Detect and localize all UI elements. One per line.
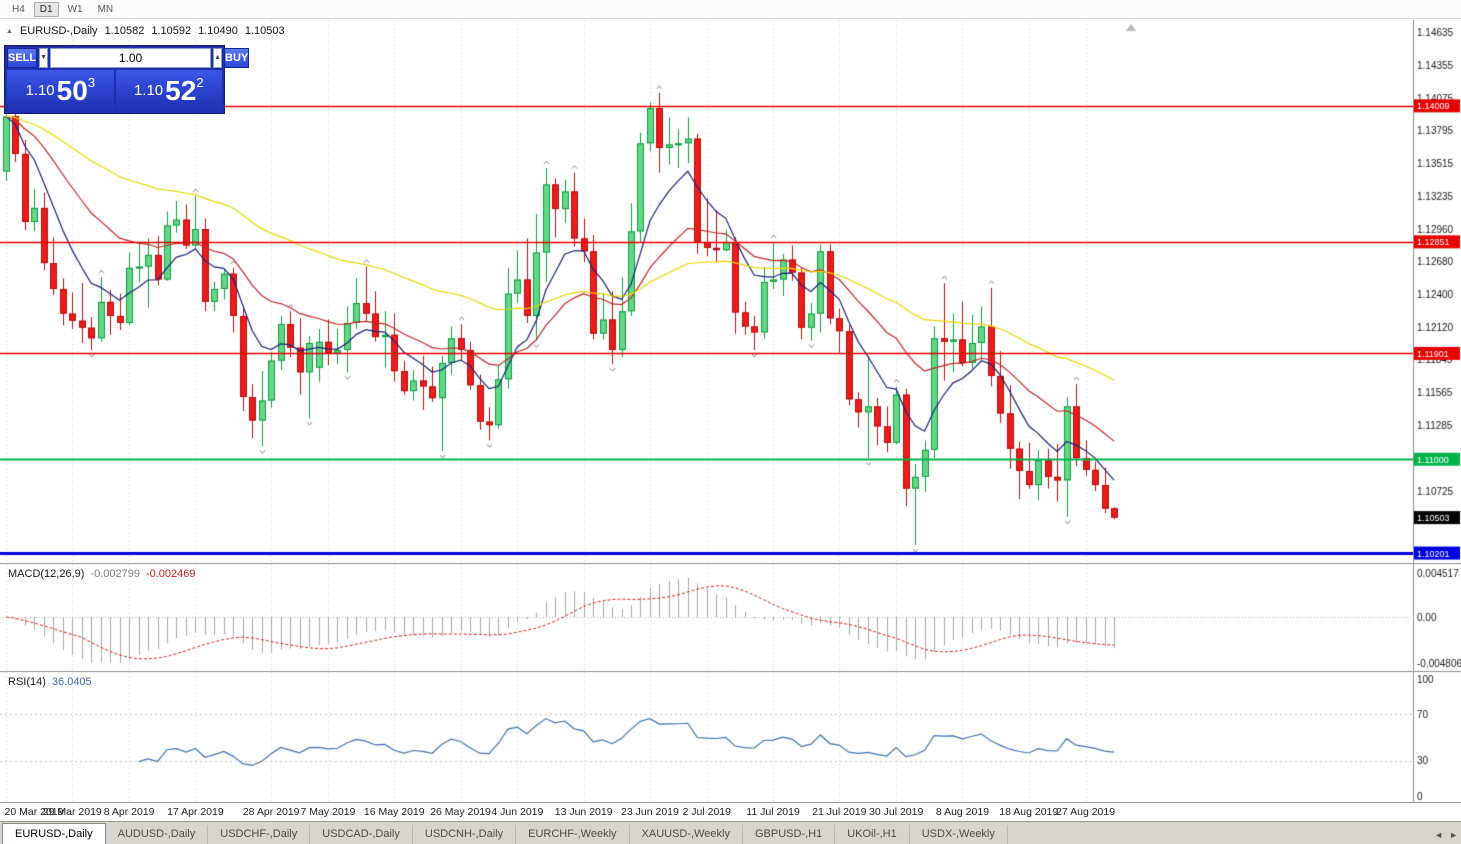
date-label: 23 Jun 2019 <box>621 806 679 818</box>
tab-scroll-left-icon[interactable]: ◄ <box>1434 830 1444 840</box>
date-label: 4 Jun 2019 <box>491 806 544 818</box>
date-label: 29 Mar 2019 <box>42 806 102 818</box>
ohlc-close: 1.10503 <box>244 25 285 37</box>
macd-value-main: -0.002799 <box>90 568 140 580</box>
date-label: 20 Mar 2019 <box>4 806 64 818</box>
timeframe-button-d1[interactable]: D1 <box>33 1 59 17</box>
tab-gbpusd-h1[interactable]: GBPUSD-,H1 <box>743 825 836 844</box>
buy-price-display: 1.10 52 2 <box>115 70 222 111</box>
date-label: 17 Apr 2019 <box>167 806 224 818</box>
date-label: 27 Aug 2019 <box>1056 806 1116 818</box>
sell-price-display: 1.10 50 3 <box>7 70 114 111</box>
date-label: 8 Apr 2019 <box>103 806 155 818</box>
rsi-label: RSI(14) <box>8 676 46 688</box>
ohlc-open: 1.10582 <box>104 25 145 37</box>
tab-usdcad-daily[interactable]: USDCAD-,Daily <box>310 825 413 844</box>
sell-price-sub: 3 <box>87 75 96 90</box>
timeframe-button-mn[interactable]: MN <box>97 3 114 15</box>
date-label: 30 Jul 2019 <box>869 806 924 818</box>
tab-usdx-weekly[interactable]: USDX-,Weekly <box>910 825 1008 844</box>
ohlc-high: 1.10592 <box>151 25 192 37</box>
one-click-toggle-icon[interactable]: ▲ <box>6 27 13 35</box>
date-label: 7 May 2019 <box>300 806 356 818</box>
rsi-value: 36.0405 <box>51 676 92 688</box>
tab-eurusd-daily[interactable]: EURUSD-,Daily <box>2 823 106 844</box>
time-axis[interactable]: 20 Mar 2019 29 Mar 2019 8 Apr 2019 17 Apr 2… <box>0 802 1461 820</box>
buy-button[interactable]: BUY <box>224 48 250 68</box>
buy-price-pips: 52 <box>165 74 197 106</box>
date-label: 11 Jul 2019 <box>746 806 800 818</box>
tab-ukoil-h1[interactable]: UKOil-,H1 <box>835 825 910 844</box>
chart-canvas[interactable] <box>0 20 1461 802</box>
buy-price-big: 1.10 <box>133 82 164 99</box>
rsi-header: RSI(14) 36.0405 <box>8 676 92 688</box>
symbol-period-label: EURUSD-,Daily <box>19 25 98 37</box>
macd-header: MACD(12,26,9) -0.002799 -0.002469 <box>8 568 196 580</box>
macd-value-signal: -0.002469 <box>145 568 196 580</box>
date-label: 28 Apr 2019 <box>242 806 300 818</box>
tab-xauusd-weekly[interactable]: XAUUSD-,Weekly <box>630 825 743 844</box>
timeframe-button-w1[interactable]: W1 <box>67 3 83 15</box>
date-label: 26 May 2019 <box>430 806 491 818</box>
sell-button[interactable]: SELL <box>7 48 38 68</box>
volume-up-button[interactable]: ▲ <box>213 48 222 68</box>
one-click-trading-panel: SELL ▼ ▲ BUY 1.10 50 3 1.10 52 2 <box>4 45 250 114</box>
chart-ohlc-header: ▲ EURUSD-,Daily 1.10582 1.10592 1.10490 … <box>6 25 285 37</box>
timeframe-button-h4[interactable]: H4 <box>12 3 25 15</box>
sell-price-pips: 50 <box>56 74 88 106</box>
volume-down-button[interactable]: ▼ <box>39 48 49 68</box>
macd-label: MACD(12,26,9) <box>8 568 85 580</box>
tab-usdcnh-daily[interactable]: USDCNH-,Daily <box>413 825 517 844</box>
date-label: 13 Jun 2019 <box>554 806 613 818</box>
sell-price-big: 1.10 <box>25 82 55 99</box>
date-label: 8 Aug 2019 <box>935 806 990 818</box>
tab-scroll-right-icon[interactable]: ► <box>1449 830 1458 840</box>
tab-usdchf-daily[interactable]: USDCHF-,Daily <box>208 825 311 844</box>
date-label: 16 May 2019 <box>363 806 425 818</box>
volume-input[interactable] <box>50 48 212 68</box>
tab-audusd-daily[interactable]: AUDUSD-,Daily <box>106 825 209 844</box>
date-label: 2 Jul 2019 <box>682 806 731 818</box>
ohlc-low: 1.10490 <box>198 25 238 37</box>
buy-price-sub: 2 <box>196 75 204 90</box>
date-label: 21 Jul 2019 <box>812 806 867 818</box>
date-label: 18 Aug 2019 <box>999 806 1059 818</box>
timeframe-toolbar: H4 D1 W1 MN <box>0 0 1461 19</box>
tab-eurchf-weekly[interactable]: EURCHF-,Weekly <box>516 825 630 844</box>
chart-tabs-bar: EURUSD-,Daily AUDUSD-,Daily USDCHF-,Daily U… <box>0 821 1461 844</box>
